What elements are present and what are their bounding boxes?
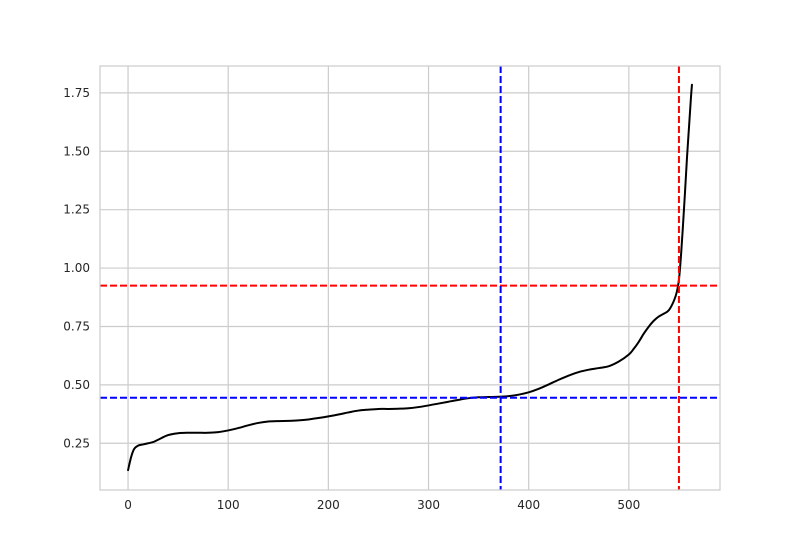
tick-labels: 0 100 200 300 400 500 0.25 0.50 0.75 1.00 1.25 1.50…: [63, 86, 640, 512]
y-tick-label: 0.25: [63, 436, 90, 450]
x-tick-label: 0: [124, 498, 132, 512]
data-layer: [127, 83, 693, 472]
y-tick-label: 1.75: [63, 86, 90, 100]
x-tick-label: 400: [517, 498, 540, 512]
x-tick-label: 500: [617, 498, 640, 512]
x-tick-label: 100: [217, 498, 240, 512]
plot-background: [100, 66, 720, 490]
x-tick-label: 300: [417, 498, 440, 512]
y-tick-label: 1.25: [63, 203, 90, 217]
plot-frame: [99, 65, 721, 491]
x-tick-label: 200: [317, 498, 340, 512]
y-tick-label: 0.50: [63, 378, 90, 392]
y-tick-label: 0.75: [63, 319, 90, 333]
reference-lines: [100, 66, 720, 490]
y-tick-label: 1.50: [63, 144, 90, 158]
y-tick-label: 1.00: [63, 261, 90, 275]
series-line: [127, 83, 693, 472]
grid-lines: [100, 66, 720, 490]
